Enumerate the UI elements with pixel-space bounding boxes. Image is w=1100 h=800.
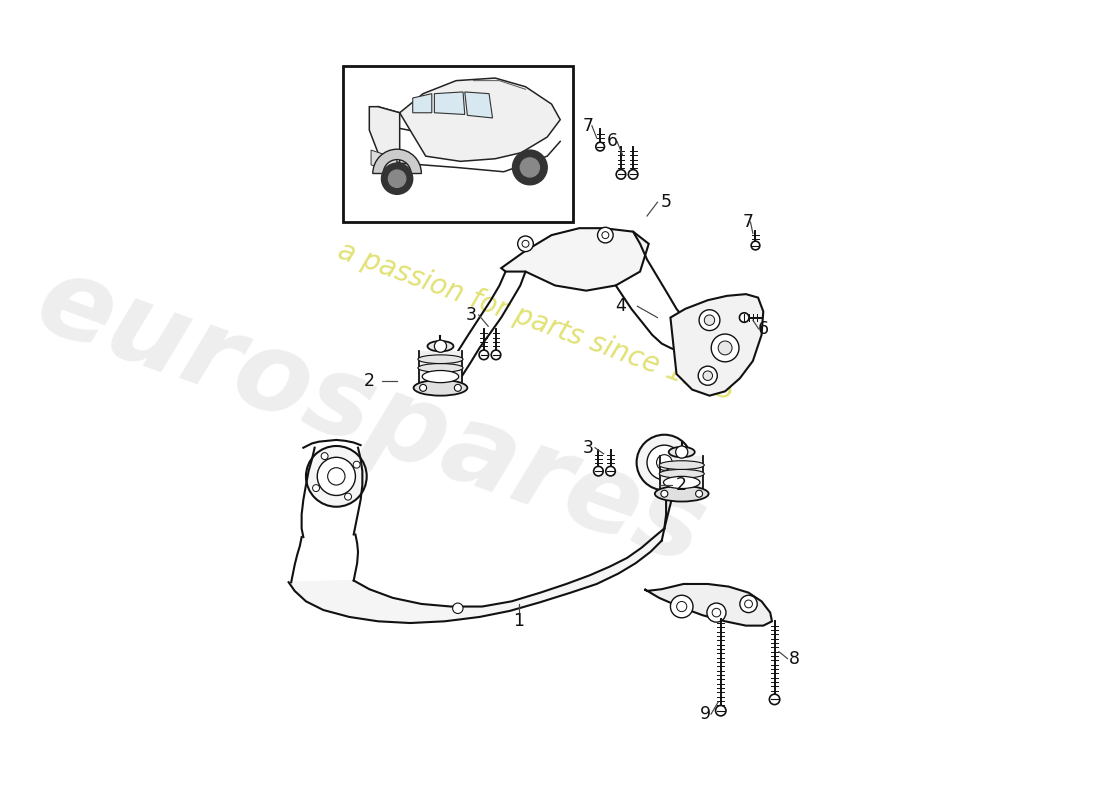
- Circle shape: [419, 384, 427, 391]
- Ellipse shape: [669, 447, 695, 458]
- Polygon shape: [399, 78, 560, 162]
- Text: 6: 6: [607, 132, 618, 150]
- Text: 3: 3: [583, 438, 594, 457]
- Circle shape: [712, 608, 720, 617]
- Polygon shape: [370, 106, 399, 163]
- Bar: [419, 350, 462, 388]
- Circle shape: [602, 232, 608, 238]
- Circle shape: [698, 366, 717, 386]
- Ellipse shape: [659, 470, 704, 478]
- Circle shape: [518, 236, 534, 252]
- Circle shape: [739, 313, 749, 322]
- Circle shape: [712, 334, 739, 362]
- Circle shape: [606, 466, 615, 476]
- Circle shape: [670, 595, 693, 618]
- Circle shape: [616, 170, 626, 179]
- Circle shape: [703, 371, 713, 381]
- Text: 8: 8: [789, 650, 800, 668]
- Circle shape: [718, 341, 733, 355]
- Circle shape: [513, 150, 547, 185]
- Ellipse shape: [428, 341, 453, 351]
- Polygon shape: [670, 294, 763, 396]
- Wedge shape: [373, 150, 421, 174]
- Circle shape: [704, 315, 715, 326]
- Polygon shape: [371, 150, 397, 174]
- Circle shape: [492, 350, 500, 360]
- Polygon shape: [434, 92, 465, 114]
- Circle shape: [522, 240, 529, 247]
- Circle shape: [769, 694, 780, 705]
- Polygon shape: [645, 584, 772, 626]
- Text: 1: 1: [513, 612, 524, 630]
- Text: 9: 9: [700, 705, 711, 723]
- Text: 2: 2: [364, 372, 375, 390]
- Circle shape: [480, 350, 488, 360]
- Circle shape: [353, 461, 360, 468]
- Circle shape: [317, 458, 355, 495]
- Circle shape: [657, 454, 672, 470]
- Circle shape: [675, 446, 688, 458]
- Circle shape: [695, 490, 703, 497]
- Circle shape: [312, 485, 319, 491]
- Bar: [343, 66, 573, 222]
- Text: 4: 4: [616, 298, 626, 315]
- Circle shape: [344, 493, 352, 500]
- Ellipse shape: [654, 486, 708, 502]
- Circle shape: [716, 706, 726, 716]
- Ellipse shape: [418, 363, 463, 372]
- Circle shape: [751, 241, 760, 250]
- Polygon shape: [502, 228, 649, 290]
- Circle shape: [596, 142, 605, 151]
- Ellipse shape: [422, 370, 459, 382]
- Circle shape: [647, 445, 682, 480]
- Text: 7: 7: [583, 117, 594, 134]
- Text: a passion for parts since 1985: a passion for parts since 1985: [334, 237, 738, 407]
- Ellipse shape: [418, 355, 463, 363]
- Bar: [660, 457, 703, 494]
- Circle shape: [740, 595, 757, 613]
- Circle shape: [637, 434, 692, 490]
- Circle shape: [520, 158, 539, 177]
- Circle shape: [597, 227, 613, 243]
- Ellipse shape: [659, 461, 704, 470]
- Ellipse shape: [663, 476, 700, 489]
- Text: 7: 7: [742, 213, 754, 231]
- Text: eurospares: eurospares: [23, 247, 719, 588]
- Circle shape: [745, 600, 752, 608]
- Circle shape: [454, 384, 461, 391]
- Circle shape: [306, 446, 366, 506]
- Circle shape: [382, 163, 412, 194]
- Text: 5: 5: [661, 193, 672, 211]
- Circle shape: [628, 170, 638, 179]
- Circle shape: [452, 603, 463, 614]
- Text: 2: 2: [676, 476, 688, 494]
- Text: 6: 6: [758, 320, 769, 338]
- Circle shape: [707, 603, 726, 622]
- Circle shape: [661, 490, 668, 497]
- Polygon shape: [465, 92, 493, 118]
- Circle shape: [321, 453, 328, 459]
- Polygon shape: [412, 94, 432, 113]
- Circle shape: [434, 340, 447, 352]
- Ellipse shape: [414, 380, 468, 396]
- Circle shape: [328, 468, 345, 485]
- Polygon shape: [288, 529, 664, 623]
- Circle shape: [388, 170, 406, 187]
- Circle shape: [700, 310, 719, 330]
- Text: 3: 3: [465, 306, 476, 324]
- Circle shape: [676, 602, 686, 612]
- Circle shape: [594, 466, 603, 476]
